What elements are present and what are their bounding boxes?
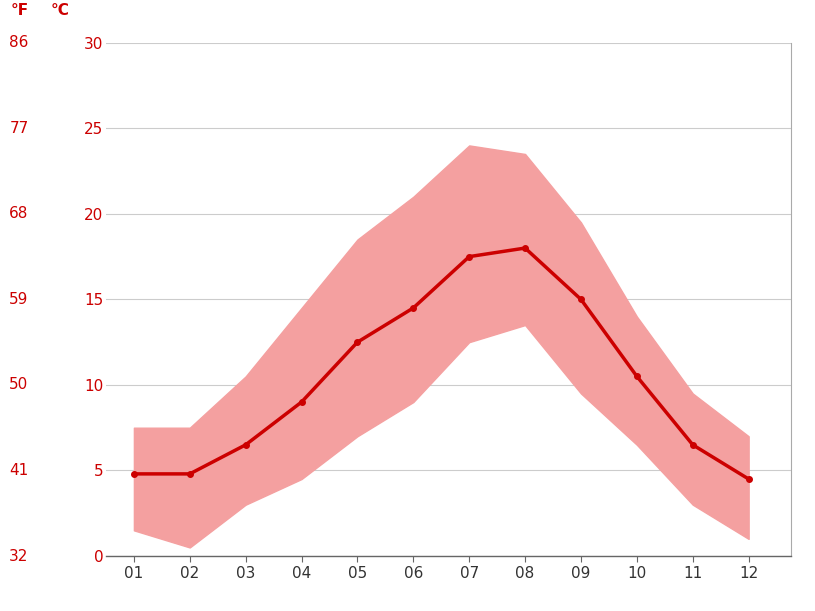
Text: 86: 86 bbox=[9, 35, 29, 50]
Text: 32: 32 bbox=[9, 549, 29, 563]
Text: 77: 77 bbox=[9, 121, 29, 136]
Text: 68: 68 bbox=[9, 207, 29, 221]
Text: °F: °F bbox=[11, 3, 29, 18]
Text: 41: 41 bbox=[9, 463, 29, 478]
Text: 59: 59 bbox=[9, 292, 29, 307]
Text: 50: 50 bbox=[9, 378, 29, 392]
Text: °C: °C bbox=[51, 3, 69, 18]
